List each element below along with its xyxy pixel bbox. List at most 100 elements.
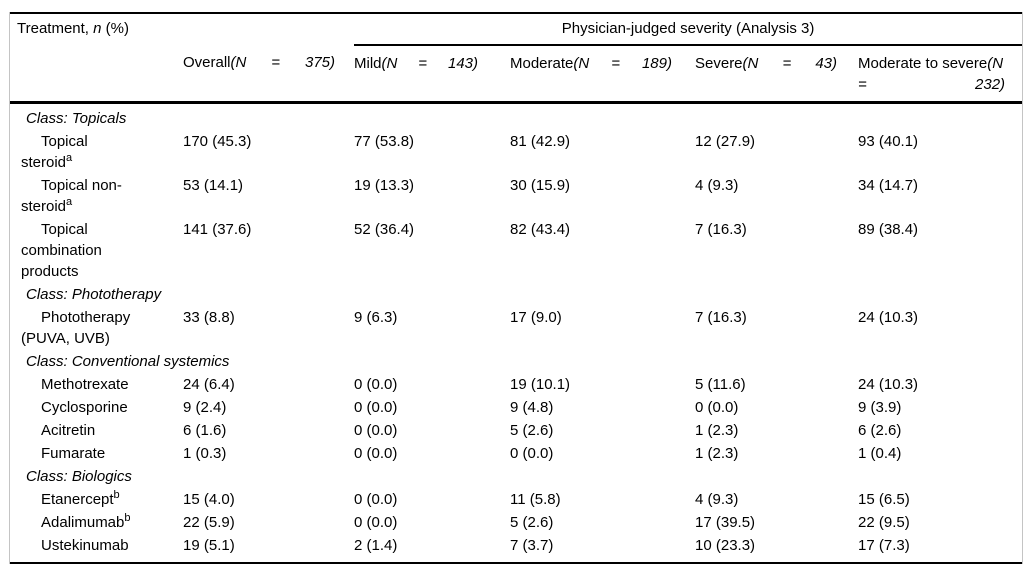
col-eq: = — [611, 55, 620, 72]
value-cell: 17 (9.0) — [510, 309, 562, 326]
col-label: Moderate to severe — [858, 55, 988, 72]
value-cell: 33 (8.8) — [183, 309, 235, 326]
col-header-severe: Severe(N = 43) — [695, 45, 858, 104]
value-cell: 170 (45.3) — [183, 133, 252, 150]
corner-header-post: (%) — [101, 20, 129, 37]
treatment-name-cell: Fumarate — [10, 442, 183, 465]
severity-table-frame: Treatment, n (%) Physician-judged severi… — [9, 12, 1023, 564]
treatment-row: Methotrexate 24 (6.4) 0 (0.0) 19 (10.1) 5 (1… — [10, 373, 1022, 396]
col-header-moderate-to-severe: Moderate to severe(N = 232) — [858, 45, 1023, 104]
value-cell: 9 (4.8) — [510, 399, 554, 416]
col-n-close: 375) — [304, 54, 336, 71]
treatment-name-cell: Cyclosporine — [10, 396, 183, 419]
col-n-close: 232) — [975, 76, 1006, 93]
treatment-row: Ustekinumab 19 (5.1) 2 (1.4) 7 (3.7) 10 (23.… — [10, 534, 1022, 563]
table-header: Treatment, n (%) Physician-judged severi… — [10, 13, 1023, 104]
value-cell: 19 (13.3) — [354, 177, 415, 194]
class-label: Class: Biologics — [26, 468, 132, 485]
treatment-name-text: Adalimumab — [41, 514, 125, 531]
value-cell: 0 (0.0) — [510, 445, 554, 462]
value-cell: 82 (43.4) — [510, 221, 571, 238]
treatment-name-text: Topical non-steroid — [21, 177, 122, 215]
value-cell: 24 (10.3) — [858, 376, 919, 393]
treatment-name-text: Topical steroid — [21, 133, 88, 171]
value-cell: 1 (2.3) — [695, 445, 739, 462]
treatment-name-cell: Phototherapy (PUVA, UVB) — [10, 306, 183, 350]
class-row: Class: Phototherapy — [10, 283, 1022, 306]
col-n-open: (N — [573, 55, 590, 72]
col-eq: = — [271, 54, 281, 71]
column-header-row: Overall(N = 375) Mild(N = 143) Moderate(… — [10, 45, 1023, 104]
value-cell: 9 (6.3) — [354, 309, 398, 326]
value-cell: 22 (5.9) — [183, 514, 235, 531]
value-cell: 9 (3.9) — [858, 399, 902, 416]
value-cell: 2 (1.4) — [354, 537, 398, 554]
spanner-row: Treatment, n (%) Physician-judged severi… — [10, 13, 1023, 104]
class-row: Class: Biologics — [10, 465, 1022, 488]
value-cell: 30 (15.9) — [510, 177, 571, 194]
value-cell: 1 (2.3) — [695, 422, 739, 439]
value-cell: 10 (23.3) — [695, 537, 756, 554]
col-label: Mild — [354, 55, 382, 72]
value-cell: 5 (2.6) — [510, 422, 554, 439]
treatment-name-text: Acitretin — [41, 422, 96, 439]
value-cell: 15 (4.0) — [183, 491, 235, 508]
treatment-name-cell: Ustekinumab — [10, 534, 183, 563]
value-cell: 15 (6.5) — [858, 491, 910, 508]
col-n-close: 143) — [447, 55, 479, 72]
value-cell: 19 (10.1) — [510, 376, 571, 393]
treatment-row: Phototherapy (PUVA, UVB) 33 (8.8) 9 (6.3) 1… — [10, 306, 1022, 350]
treatment-name: Topical non-steroida — [21, 175, 141, 217]
treatment-row: Topical combination products 141 (37.6) 52… — [10, 218, 1022, 283]
value-cell: 9 (2.4) — [183, 399, 227, 416]
col-label: Overall — [183, 54, 231, 71]
treatment-name: Acitretin — [21, 420, 141, 441]
treatment-row: Cyclosporine 9 (2.4) 0 (0.0) 9 (4.8) 0 (0.0)… — [10, 396, 1022, 419]
treatment-name-cell: Adalimumabb — [10, 511, 183, 534]
treatment-name-cell: Acitretin — [10, 419, 183, 442]
class-label: Class: Conventional systemics — [26, 353, 230, 370]
treatment-row: Topical non-steroida 53 (14.1) 19 (13.3) 30… — [10, 174, 1022, 218]
value-cell: 0 (0.0) — [354, 491, 398, 508]
value-cell: 52 (36.4) — [354, 221, 415, 238]
value-cell: 22 (9.5) — [858, 514, 910, 531]
value-cell: 34 (14.7) — [858, 177, 919, 194]
footnote-marker: a — [66, 196, 73, 208]
value-cell: 7 (16.3) — [695, 309, 747, 326]
spanner-header-severity: Physician-judged severity (Analysis 3) — [354, 13, 1023, 46]
treatment-name: Ustekinumab — [21, 535, 141, 556]
treatment-name: Methotrexate — [21, 374, 141, 395]
value-cell: 0 (0.0) — [354, 514, 398, 531]
treatment-name-text: Ustekinumab — [41, 537, 129, 554]
col-label: Moderate — [510, 55, 574, 72]
col-n-open: (N — [230, 54, 247, 71]
corner-header-n-italic: n — [93, 20, 102, 37]
col-header-overall: Overall(N = 375) — [183, 45, 354, 104]
class-label: Class: Phototherapy — [26, 286, 162, 303]
value-cell: 0 (0.0) — [354, 376, 398, 393]
treatment-name-text: Topical combination products — [21, 221, 102, 280]
value-cell: 81 (42.9) — [510, 133, 571, 150]
col-header-mild: Mild(N = 143) — [354, 45, 510, 104]
value-cell: 93 (40.1) — [858, 133, 919, 150]
treatment-name: Fumarate — [21, 443, 141, 464]
col-n-close: 189) — [641, 55, 672, 72]
col-n-close: 43) — [815, 55, 837, 72]
class-row: Class: Conventional systemics — [10, 350, 1022, 373]
value-cell: 17 (39.5) — [695, 514, 756, 531]
treatment-name-cell: Methotrexate — [10, 373, 183, 396]
treatment-name-cell: Topical non-steroida — [10, 174, 183, 218]
value-cell: 7 (16.3) — [695, 221, 747, 238]
treatment-name-cell: Topical steroida — [10, 130, 183, 174]
spanner-gap — [183, 13, 354, 45]
treatment-name-text: Phototherapy (PUVA, UVB) — [21, 309, 131, 347]
treatment-name-text: Etanercept — [41, 491, 114, 508]
value-cell: 24 (6.4) — [183, 376, 235, 393]
value-cell: 17 (7.3) — [858, 537, 910, 554]
value-cell: 5 (11.6) — [695, 376, 746, 393]
value-cell: 53 (14.1) — [183, 177, 244, 194]
col-eq: = — [858, 76, 867, 93]
value-cell: 4 (9.3) — [695, 177, 739, 194]
value-cell: 0 (0.0) — [354, 422, 398, 439]
treatment-name-text: Methotrexate — [41, 376, 129, 393]
